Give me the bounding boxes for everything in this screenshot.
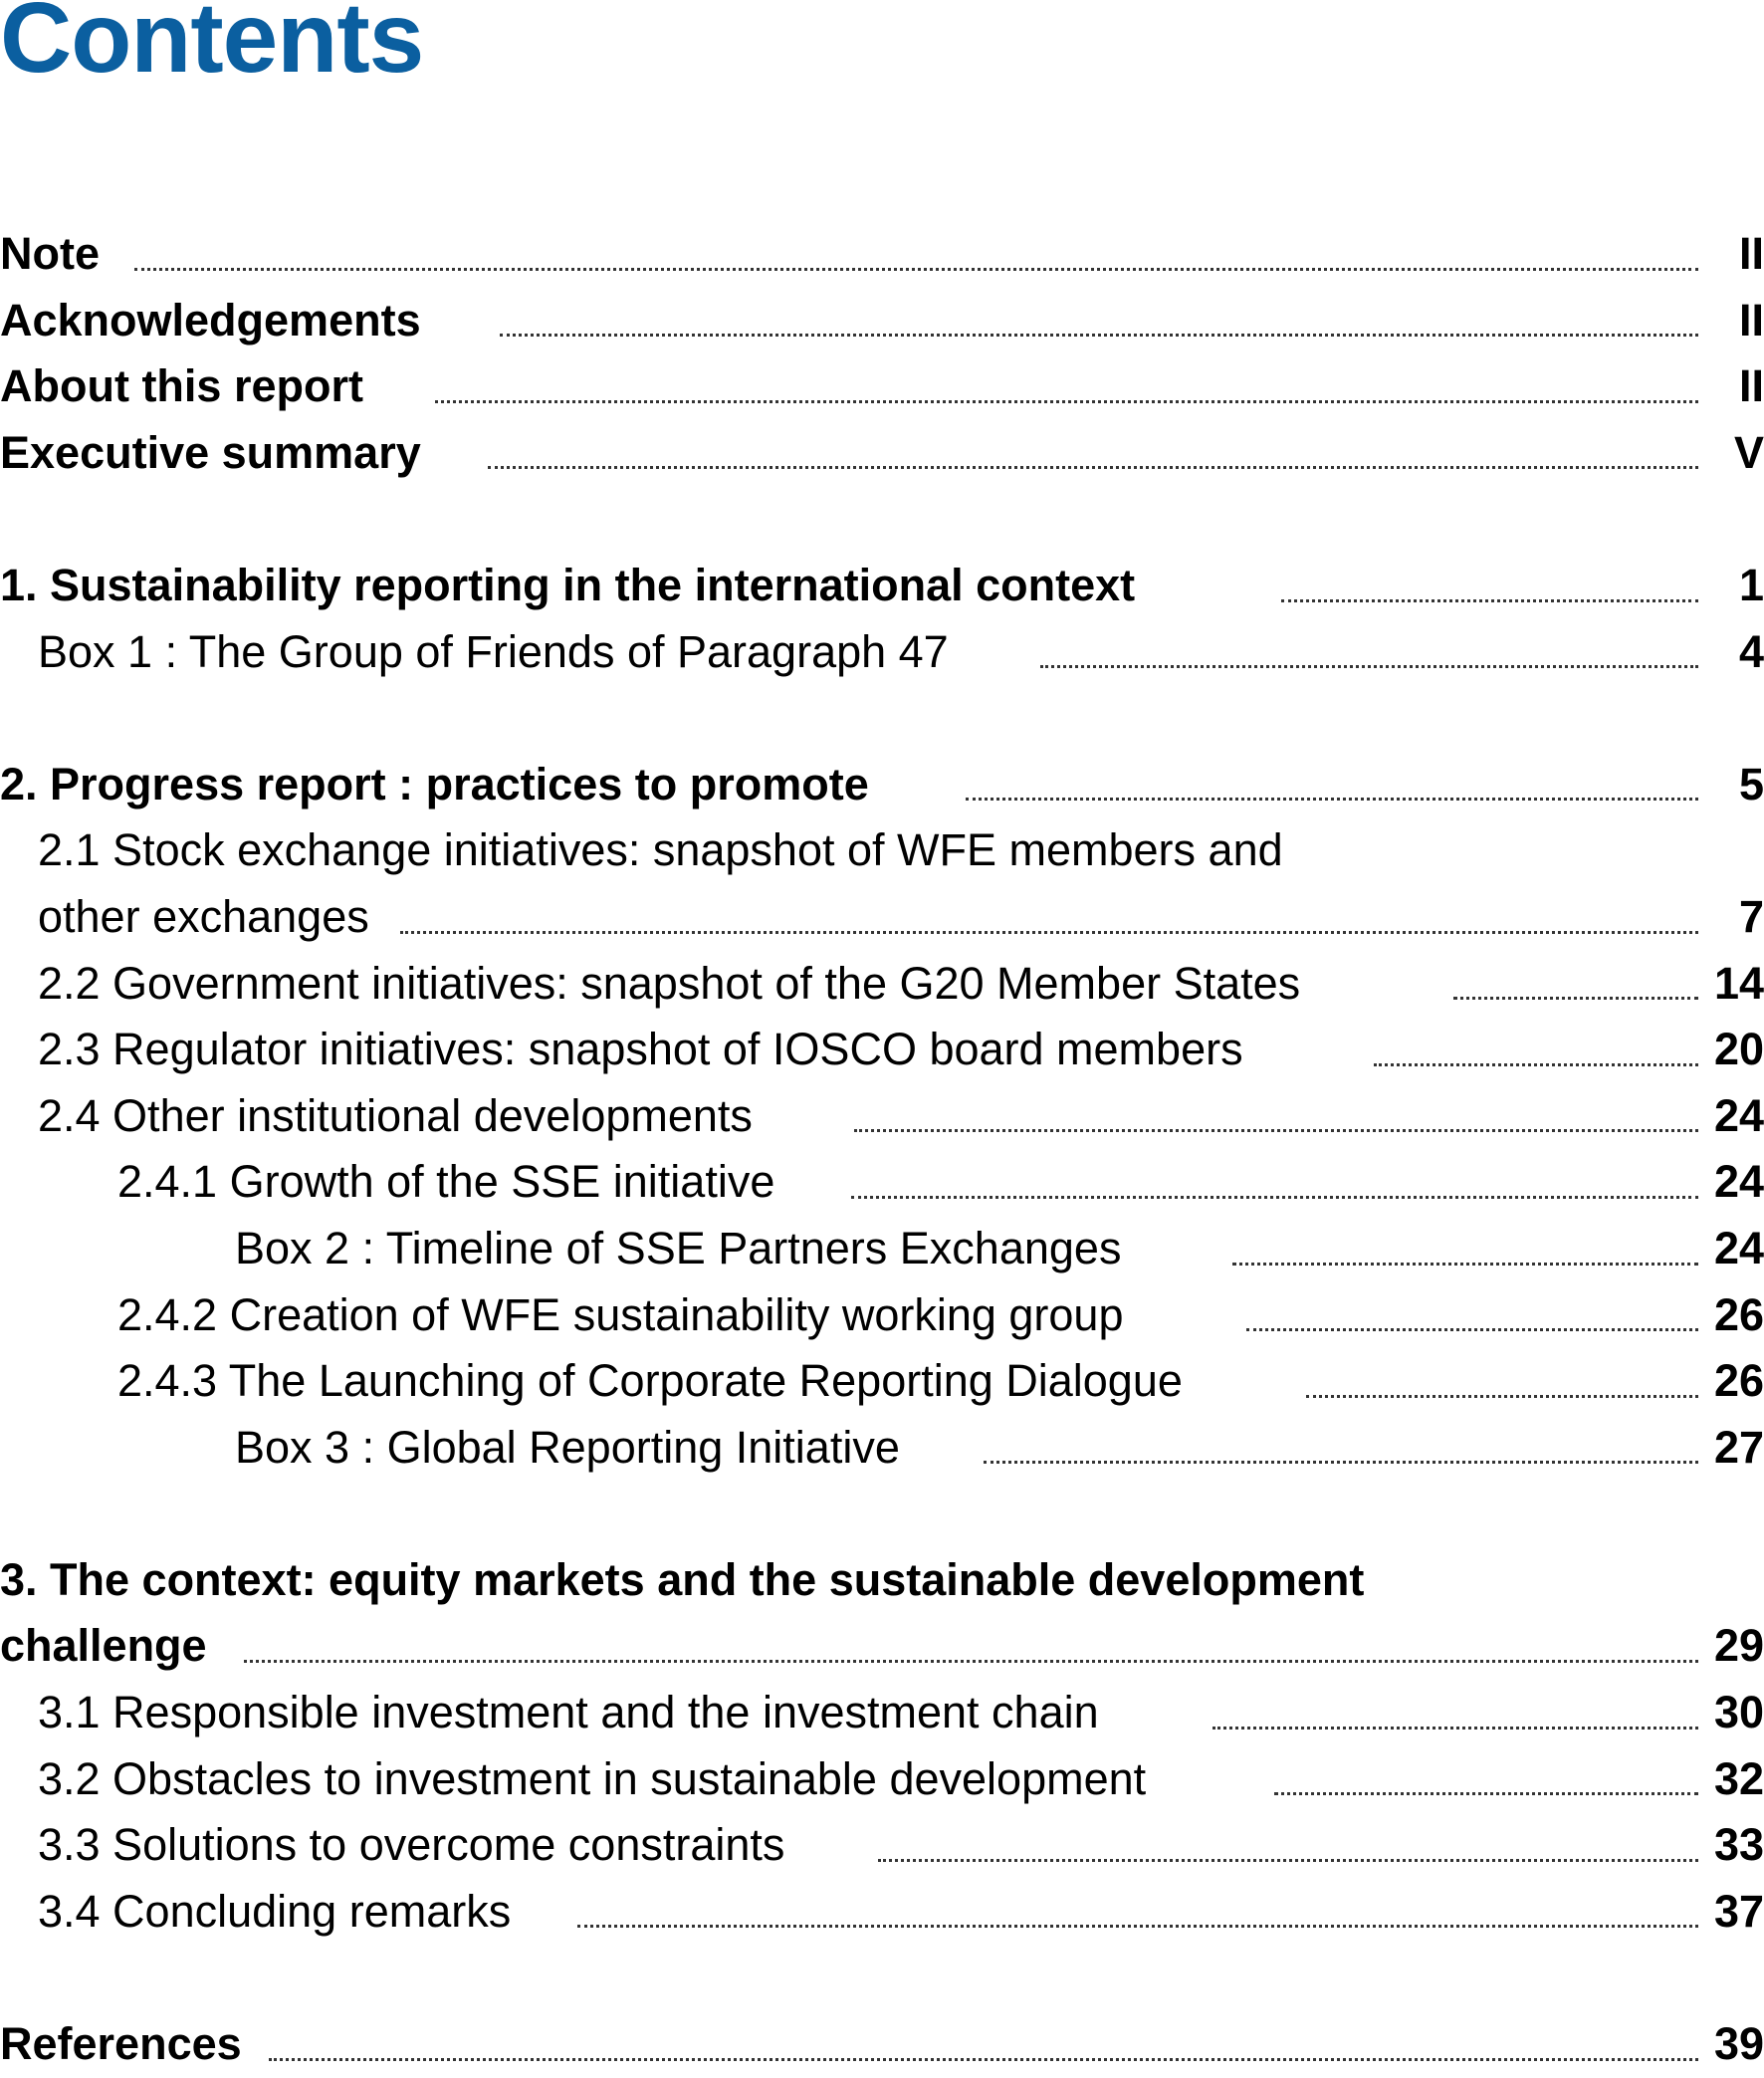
toc-entry-label: Executive summary	[0, 426, 421, 478]
toc-entry-page: II	[1738, 228, 1764, 279]
toc-entry-page: 26	[1713, 1355, 1764, 1407]
dot-leader	[500, 288, 1698, 354]
toc-entry-label-continued: challenge	[0, 1620, 207, 1672]
toc-entry-box-2[interactable]: Box 2 : Timeline of SSE Partners Exchang…	[0, 1216, 1764, 1282]
toc-entry-label: 2.4.3 The Launching of Corporate Reporti…	[117, 1355, 1183, 1407]
dot-leader	[1374, 1017, 1698, 1083]
toc-entry-page: 26	[1713, 1288, 1764, 1340]
toc-entry-label: 1. Sustainability reporting in the inter…	[0, 559, 1136, 610]
toc-entry-label: About this report	[0, 360, 363, 412]
dot-leader	[577, 1879, 1698, 1946]
dot-leader	[1274, 1746, 1698, 1813]
toc-entry-3-1[interactable]: 3.1 Responsible investment and the inves…	[0, 1680, 1764, 1746]
toc-entry-page: 37	[1713, 1885, 1764, 1937]
toc-entry-page: 32	[1713, 1752, 1764, 1804]
toc-entry-label: Box 1 : The Group of Friends of Paragrap…	[38, 625, 949, 677]
dot-leader	[966, 752, 1698, 818]
toc-entry-3-4[interactable]: 3.4 Concluding remarks 37	[0, 1879, 1764, 1946]
dot-leader	[854, 1083, 1698, 1150]
toc-entry-note[interactable]: Note II	[0, 221, 1764, 288]
dot-leader	[1306, 1348, 1698, 1415]
dot-leader	[134, 221, 1698, 288]
toc-entry-executive-summary[interactable]: Executive summary V	[0, 420, 1764, 487]
toc-entry-page: 4	[1738, 625, 1764, 677]
dot-leader	[1232, 1216, 1698, 1282]
toc-entry-label: 2.4.2 Creation of WFE sustainability wor…	[117, 1288, 1124, 1340]
toc-entry-label: 3. The context: equity markets and the s…	[0, 1553, 1365, 1605]
toc-entry-label: 2.4.1 Growth of the SSE initiative	[117, 1156, 775, 1208]
toc-entry-label: 2. Progress report : practices to promot…	[0, 758, 869, 809]
toc-entry-3-2[interactable]: 3.2 Obstacles to investment in sustainab…	[0, 1746, 1764, 1813]
toc-entry-label-continued: other exchanges	[38, 890, 369, 942]
dot-leader	[244, 1613, 1698, 1680]
dot-leader	[1281, 553, 1698, 619]
toc-entry-label: 3.4 Concluding remarks	[38, 1885, 512, 1937]
toc-entry-2-2[interactable]: 2.2 Government initiatives: snapshot of …	[0, 951, 1764, 1018]
toc-entry-acknowledgements[interactable]: Acknowledgements II	[0, 288, 1764, 354]
toc-entry-chapter-3-first-line[interactable]: 3. The context: equity markets and the s…	[0, 1547, 1764, 1614]
toc-entry-label: Box 3 : Global Reporting Initiative	[235, 1421, 900, 1473]
toc-entry-page: 30	[1713, 1687, 1764, 1738]
toc-entry-label: 3.3 Solutions to overcome constraints	[38, 1819, 785, 1871]
toc-entry-label: 2.4 Other institutional developments	[38, 1089, 753, 1141]
toc-entry-page: 24	[1713, 1156, 1764, 1208]
toc-entry-references[interactable]: References 39	[0, 2011, 1764, 2078]
dot-leader	[851, 1149, 1698, 1216]
toc-entry-page: 24	[1713, 1222, 1764, 1273]
toc-entry-3-3[interactable]: 3.3 Solutions to overcome constraints 33	[0, 1812, 1764, 1879]
toc-entry-chapter-3[interactable]: challenge 29	[0, 1613, 1764, 1680]
toc-entry-about-this-report[interactable]: About this report II	[0, 353, 1764, 420]
toc-entry-2-1[interactable]: other exchanges 7	[0, 884, 1764, 951]
toc-entry-page: 33	[1713, 1819, 1764, 1871]
page-title: Contents	[0, 0, 424, 94]
toc-entry-label: 2.1 Stock exchange initiatives: snapshot…	[38, 824, 1283, 876]
dot-leader	[1246, 1282, 1698, 1349]
dot-leader	[878, 1812, 1698, 1879]
toc-entry-2-4[interactable]: 2.4 Other institutional developments 24	[0, 1083, 1764, 1150]
toc-entry-box-3[interactable]: Box 3 : Global Reporting Initiative 27	[0, 1415, 1764, 1482]
toc-entry-page: 7	[1738, 890, 1764, 942]
toc-entry-page: 29	[1713, 1620, 1764, 1672]
toc-entry-page: 5	[1738, 758, 1764, 809]
toc-entry-label: Acknowledgements	[0, 294, 421, 346]
dot-leader	[269, 2011, 1698, 2078]
toc-entry-2-4-1[interactable]: 2.4.1 Growth of the SSE initiative 24	[0, 1149, 1764, 1216]
toc-entry-2-3[interactable]: 2.3 Regulator initiatives: snapshot of I…	[0, 1017, 1764, 1083]
toc-entry-page: 14	[1713, 957, 1764, 1009]
toc-entry-page: 27	[1713, 1421, 1764, 1473]
dot-leader	[984, 1415, 1698, 1482]
toc-entry-page: 20	[1713, 1024, 1764, 1075]
toc-entry-chapter-2[interactable]: 2. Progress report : practices to promot…	[0, 752, 1764, 818]
toc-entry-2-4-3[interactable]: 2.4.3 The Launching of Corporate Reporti…	[0, 1348, 1764, 1415]
dot-leader	[400, 884, 1698, 951]
toc-entry-label: 2.3 Regulator initiatives: snapshot of I…	[38, 1024, 1243, 1075]
dot-leader	[488, 420, 1698, 487]
toc-entry-label: References	[0, 2018, 242, 2070]
toc-entry-label: 2.2 Government initiatives: snapshot of …	[38, 957, 1301, 1009]
toc-entry-page: V	[1733, 426, 1764, 478]
table-of-contents: Note II Acknowledgements II About this r…	[0, 221, 1764, 2078]
toc-entry-page: 24	[1713, 1089, 1764, 1141]
dot-leader	[1040, 619, 1698, 686]
toc-entry-label: Note	[0, 228, 100, 279]
toc-entry-2-4-2[interactable]: 2.4.2 Creation of WFE sustainability wor…	[0, 1282, 1764, 1349]
toc-entry-page: II	[1738, 294, 1764, 346]
toc-entry-box-1[interactable]: Box 1 : The Group of Friends of Paragrap…	[0, 619, 1764, 686]
toc-entry-chapter-1[interactable]: 1. Sustainability reporting in the inter…	[0, 553, 1764, 619]
dot-leader	[435, 353, 1698, 420]
dot-leader	[1453, 951, 1698, 1018]
toc-entry-2-1-first-line[interactable]: 2.1 Stock exchange initiatives: snapshot…	[0, 817, 1764, 884]
toc-entry-page: 39	[1713, 2018, 1764, 2070]
toc-entry-label: 3.1 Responsible investment and the inves…	[38, 1687, 1099, 1738]
toc-entry-label: 3.2 Obstacles to investment in sustainab…	[38, 1752, 1147, 1804]
toc-entry-page: II	[1738, 360, 1764, 412]
toc-entry-page: 1	[1738, 559, 1764, 610]
dot-leader	[1213, 1680, 1698, 1746]
toc-entry-label: Box 2 : Timeline of SSE Partners Exchang…	[235, 1222, 1122, 1273]
